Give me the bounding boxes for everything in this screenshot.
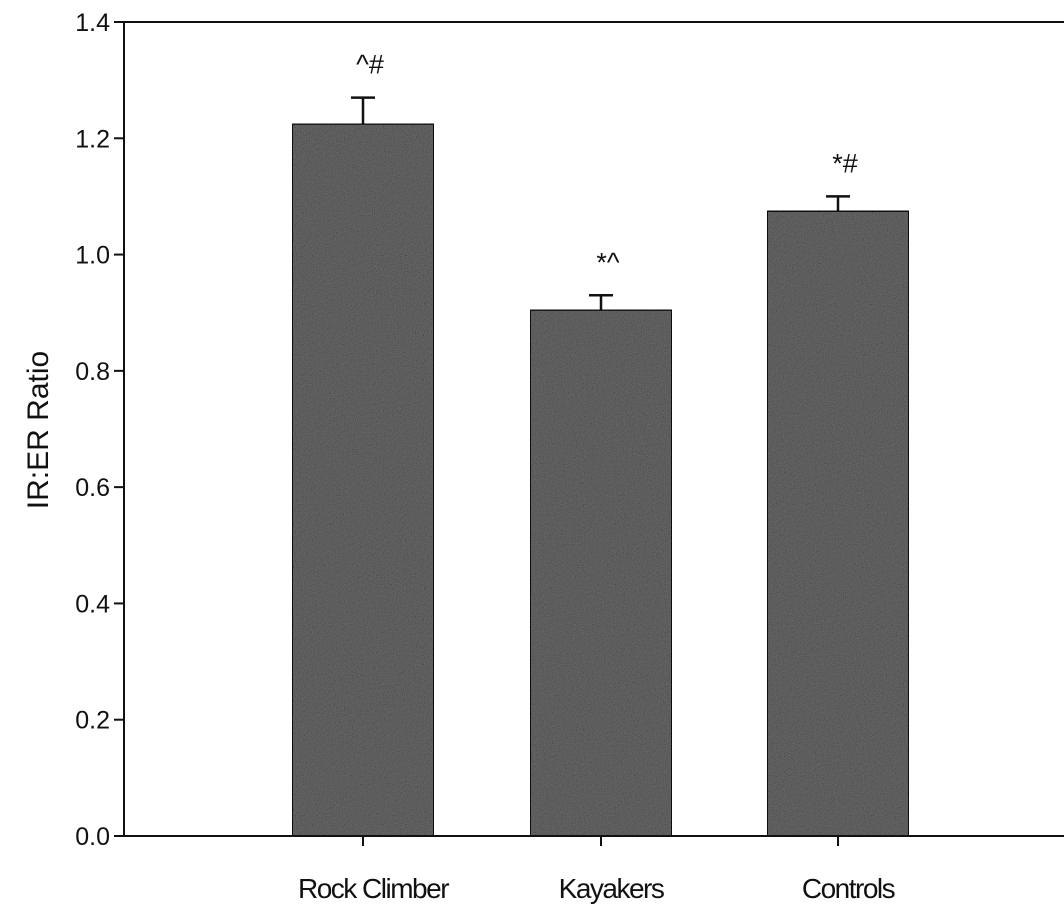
category-label: Controls [802,873,895,904]
bar [291,122,435,837]
y-tick-label: 0.0 [75,823,110,851]
bar [529,308,673,837]
category-label: Rock Climber [298,873,449,904]
y-tick-label: 0.4 [75,590,110,618]
bar [766,209,910,837]
y-tick-label: 1.4 [75,9,110,37]
y-axis-title: IR:ER Ratio [22,351,55,509]
y-tick-label: 1.2 [75,125,110,153]
plot-area: ^# Rock Climber *^ Kayakers *# Controls 0.0 0.2… [75,9,1064,904]
significance-label: *# [832,148,858,178]
y-tick-label: 0.6 [75,474,110,502]
category-label: Kayakers [559,873,664,904]
significance-label: *^ [596,247,620,277]
y-tick-label: 0.2 [75,707,110,735]
y-tick-label: 1.0 [75,242,110,270]
y-tick-label: 0.8 [75,358,110,386]
significance-label: ^# [356,50,384,80]
